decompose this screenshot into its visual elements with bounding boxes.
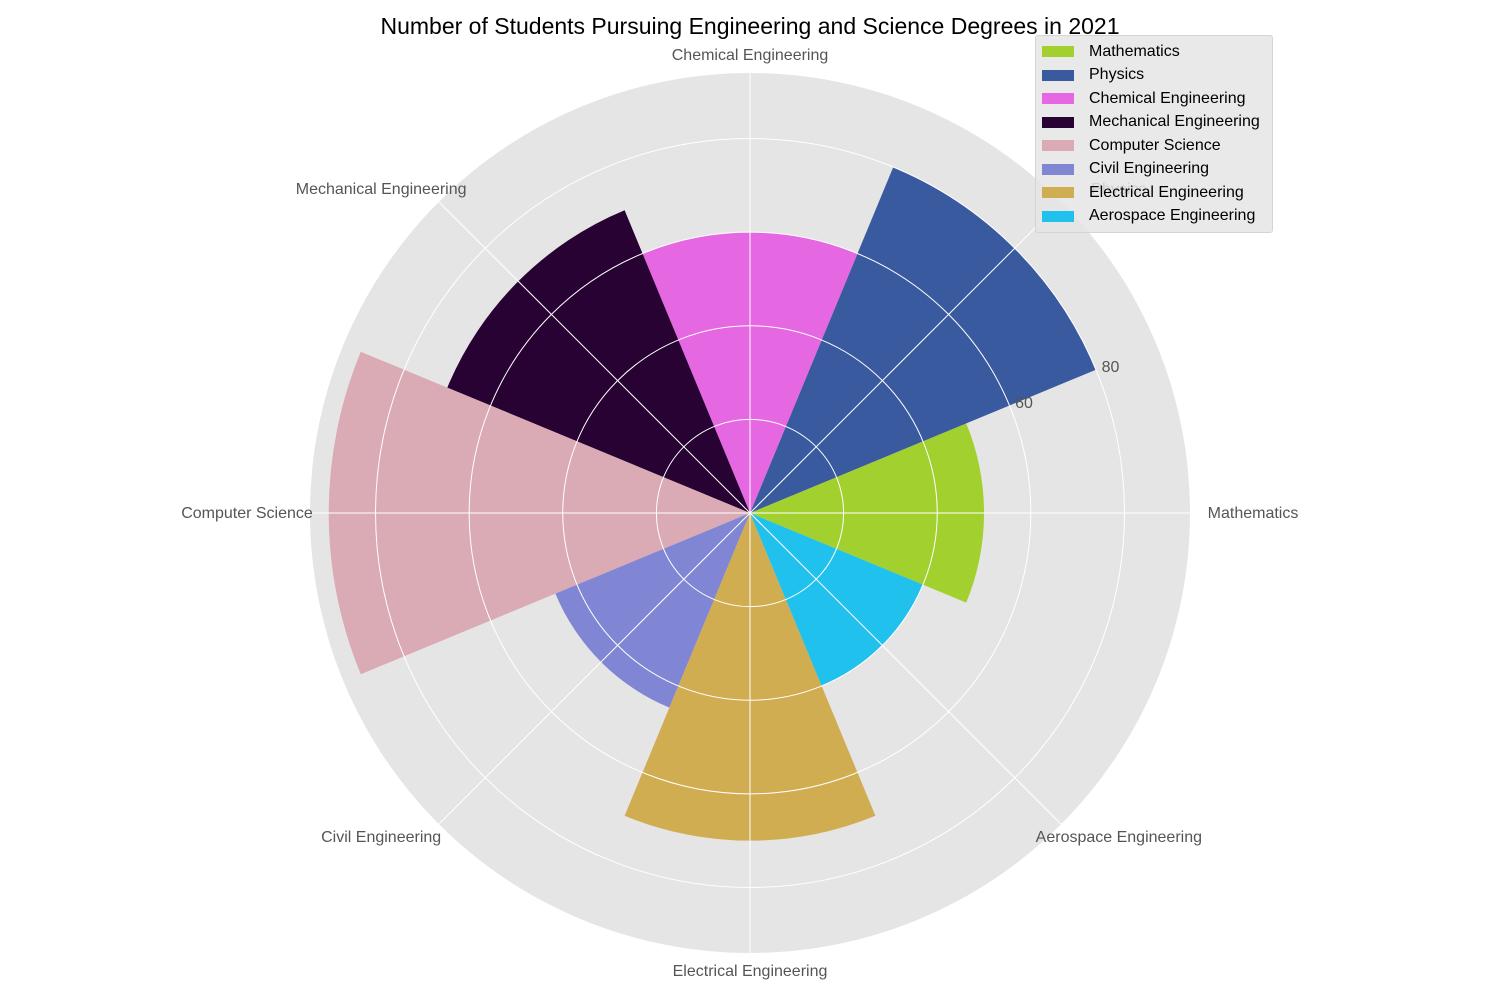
legend-item: Chemical Engineering: [1036, 87, 1272, 111]
grid-spoke: [438, 512, 751, 825]
legend-swatch: [1042, 69, 1074, 81]
category-label: Electrical Engineering: [673, 963, 828, 980]
category-label: Mathematics: [1208, 505, 1299, 522]
legend-label: Physics: [1089, 66, 1145, 84]
legend-item: Aerospace Engineering: [1036, 205, 1272, 229]
chart-title: Number of Students Pursuing Engineering …: [380, 13, 1120, 39]
legend: Mathematics Physics Chemical Engineering Me…: [1035, 35, 1273, 233]
category-label: Aerospace Engineering: [1036, 829, 1202, 846]
grid-layer: [310, 73, 1190, 953]
legend-label: Chemical Engineering: [1089, 89, 1246, 107]
grid-spoke: [749, 201, 1062, 514]
legend-item: Computer Science: [1036, 134, 1272, 158]
legend-swatch: [1042, 46, 1074, 58]
legend-item: Mechanical Engineering: [1036, 111, 1272, 135]
legend-item: Civil Engineering: [1036, 158, 1272, 182]
radial-tick-label: 60: [1015, 395, 1033, 412]
category-label: Chemical Engineering: [672, 47, 829, 64]
legend-swatch: [1042, 93, 1074, 105]
legend-swatch: [1042, 116, 1074, 128]
legend-label: Mathematics: [1089, 42, 1180, 60]
legend-swatch: [1042, 163, 1074, 175]
category-label: Mechanical Engineering: [296, 181, 467, 198]
grid-spoke: [438, 201, 751, 514]
category-label: Civil Engineering: [321, 829, 441, 846]
radial-tick-label: 80: [1102, 359, 1120, 376]
legend-swatch: [1042, 140, 1074, 152]
legend-label: Mechanical Engineering: [1089, 113, 1260, 131]
legend-item: Mathematics: [1036, 40, 1272, 64]
legend-label: Aerospace Engineering: [1089, 207, 1256, 225]
legend-swatch: [1042, 210, 1074, 222]
grid-spoke: [749, 512, 1062, 825]
legend-label: Electrical Engineering: [1089, 183, 1244, 201]
legend-item: Physics: [1036, 64, 1272, 88]
legend-item: Electrical Engineering: [1036, 181, 1272, 205]
legend-label: Civil Engineering: [1089, 160, 1210, 178]
legend-swatch: [1042, 187, 1074, 199]
category-label: Computer Science: [181, 505, 313, 522]
legend-label: Computer Science: [1089, 136, 1221, 154]
